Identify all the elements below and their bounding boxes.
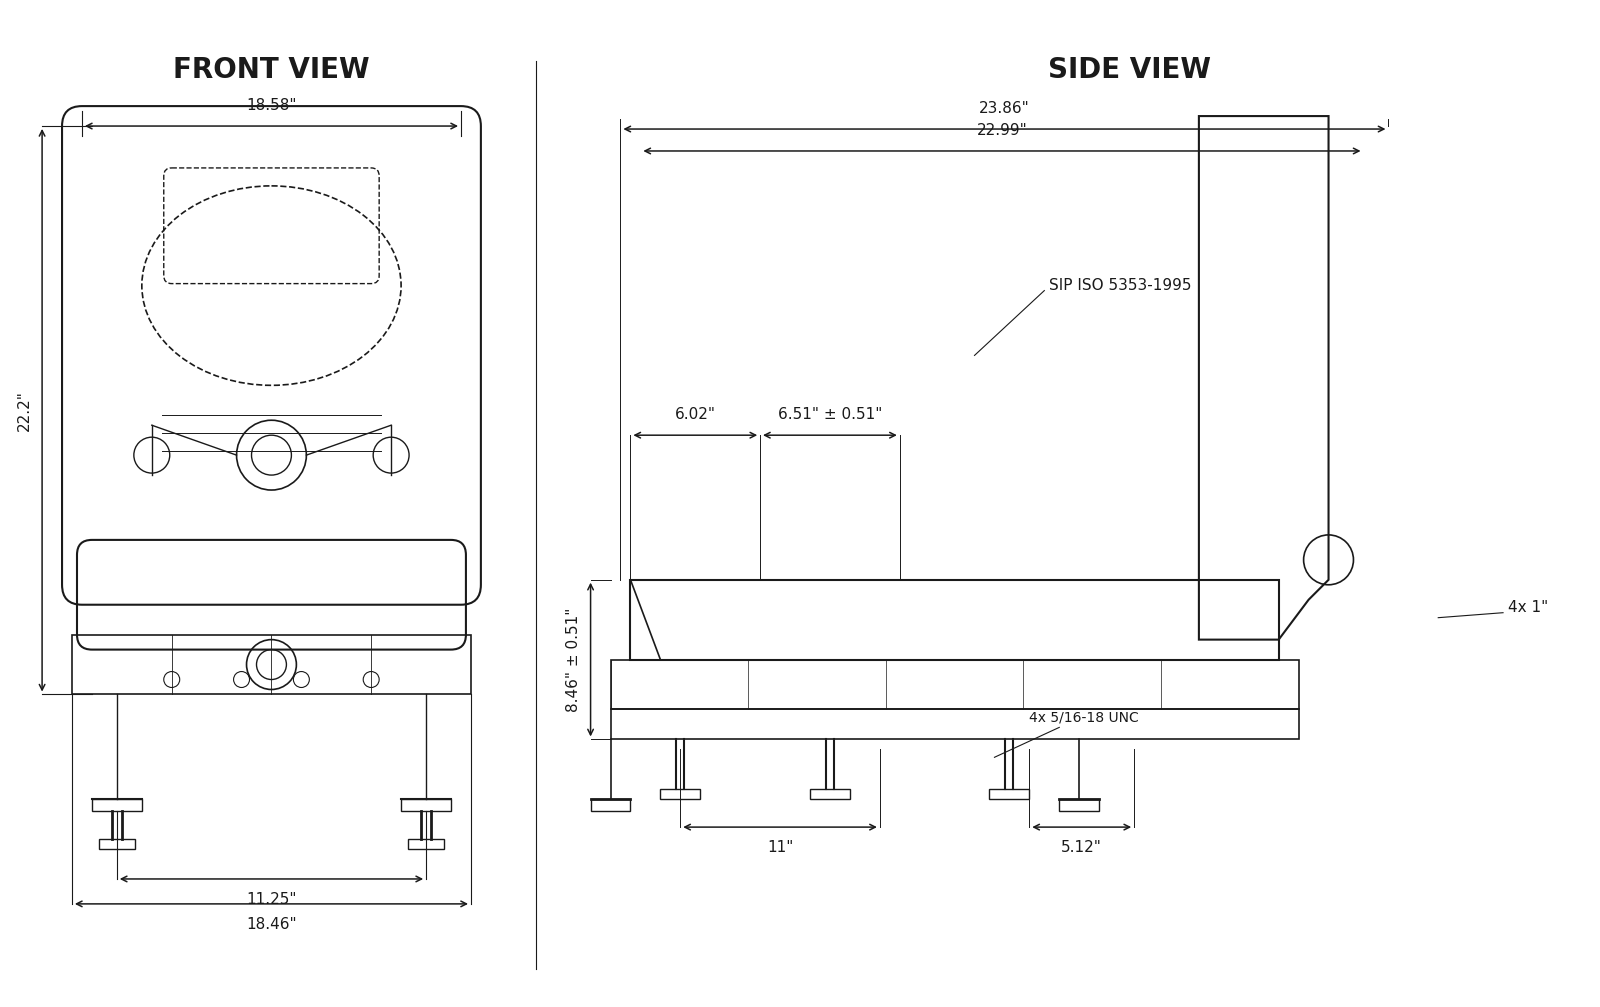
Bar [661, 789, 701, 800]
Text: 18.58": 18.58" [246, 98, 296, 113]
Bar [590, 800, 630, 812]
Text: SIDE VIEW: SIDE VIEW [1048, 56, 1211, 85]
Bar [611, 709, 1299, 739]
Text: 23.86": 23.86" [979, 101, 1030, 116]
Text: FRONT VIEW: FRONT VIEW [173, 56, 370, 85]
Text: 5.12": 5.12" [1061, 840, 1102, 855]
Bar [99, 839, 134, 849]
Bar [408, 839, 443, 849]
Bar [611, 660, 1299, 709]
Text: 22.2": 22.2" [18, 390, 32, 431]
Text: 8.46" ± 0.51": 8.46" ± 0.51" [566, 607, 581, 712]
Bar [72, 634, 470, 695]
Text: 18.46": 18.46" [246, 916, 296, 931]
Bar [1059, 800, 1099, 812]
Text: 6.02": 6.02" [675, 407, 715, 422]
Bar [91, 800, 142, 812]
Text: 4x 1": 4x 1" [1509, 600, 1549, 615]
Text: 11.25": 11.25" [246, 892, 296, 907]
Bar [402, 800, 451, 812]
Text: 22.99": 22.99" [976, 123, 1027, 138]
Bar [810, 789, 850, 800]
Bar [989, 789, 1029, 800]
Text: 6.51" ± 0.51": 6.51" ± 0.51" [778, 407, 882, 422]
Text: 11": 11" [766, 840, 794, 855]
Text: 4x 5/16-18 UNC: 4x 5/16-18 UNC [1029, 710, 1139, 724]
Text: SIP ISO 5353-1995: SIP ISO 5353-1995 [1050, 278, 1192, 293]
Bar [630, 580, 1278, 660]
